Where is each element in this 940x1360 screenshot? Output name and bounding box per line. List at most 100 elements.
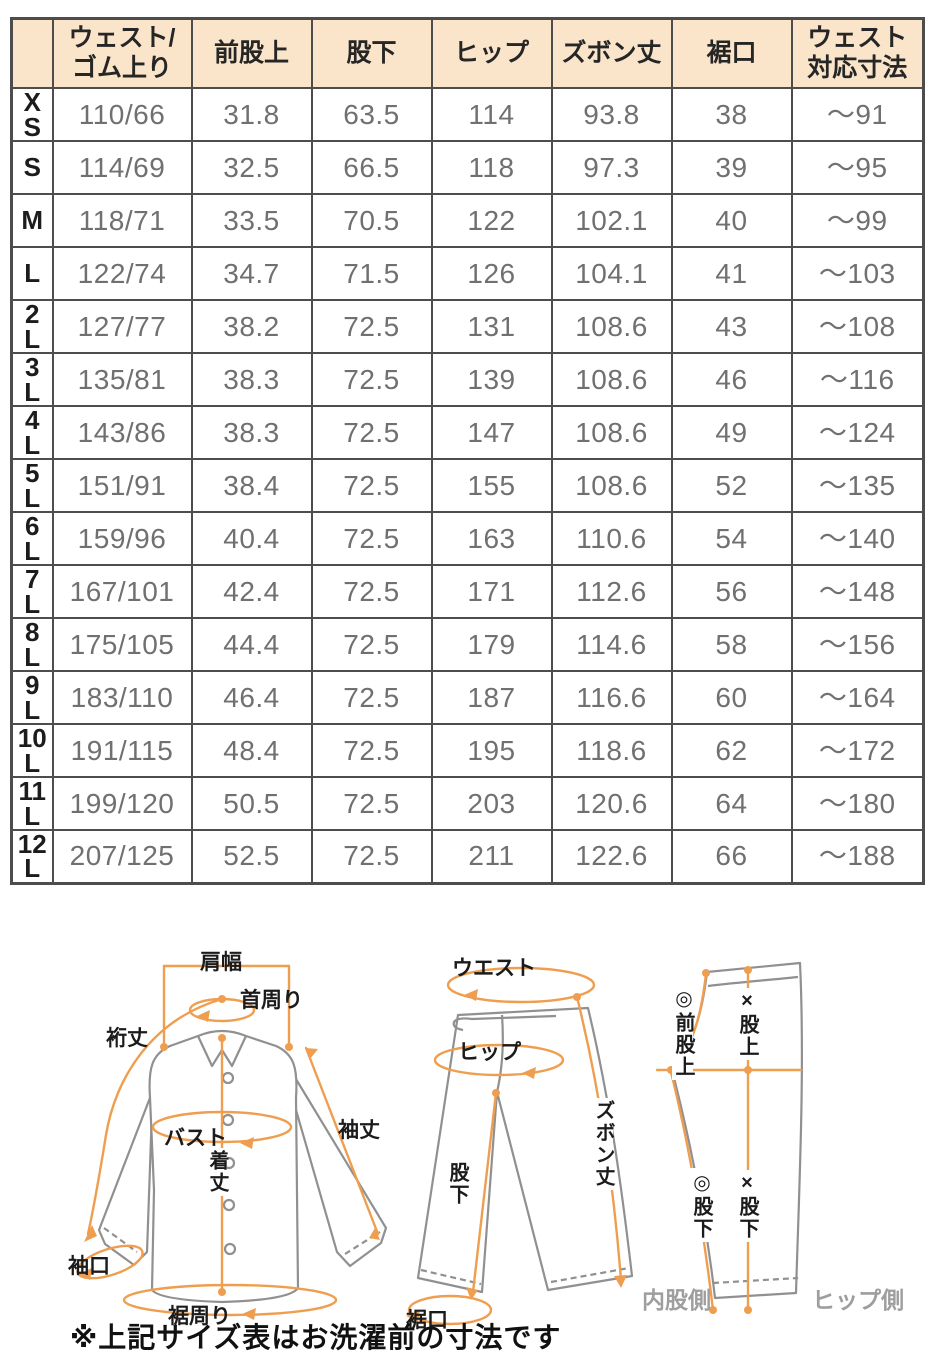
shirt-measure-lines xyxy=(76,964,380,1317)
table-row: 10 L 191/115 48.4 72.5 195 118.6 62 〜172 xyxy=(10,723,925,778)
measurement-cell: 110/66 xyxy=(51,87,193,142)
side-front-rise-label: ◎前股上 xyxy=(672,984,694,1080)
measurement-cell: 187 xyxy=(430,670,553,725)
measurement-cell: 108.6 xyxy=(550,352,673,407)
row-size-label: 3 L xyxy=(10,352,54,407)
measurement-cell: 118/71 xyxy=(51,193,193,248)
row-size-label: S xyxy=(10,140,54,195)
measurement-cell: 60 xyxy=(670,670,793,725)
measurement-cell: 33.5 xyxy=(190,193,313,248)
table-row: 2 L 127/77 38.2 72.5 131 108.6 43 〜108 xyxy=(10,299,925,354)
row-size-label: 5 L xyxy=(10,458,54,513)
measurement-cell: 163 xyxy=(430,511,553,566)
shirt-cuff-label: 袖口 xyxy=(68,1255,110,1278)
measurement-cell: 〜124 xyxy=(790,405,925,460)
measurement-cell: 38.4 xyxy=(190,458,313,513)
measurement-cell: 143/86 xyxy=(51,405,193,460)
measurement-cell: 〜91 xyxy=(790,87,925,142)
row-size-label: X S xyxy=(10,87,54,142)
measurement-cell: 72.5 xyxy=(310,511,433,566)
measurement-cell: 179 xyxy=(430,617,553,672)
shirt-bust-label: バスト xyxy=(164,1127,227,1150)
measurement-cell: 46 xyxy=(670,352,793,407)
shirt-length-label: 着丈 xyxy=(206,1148,228,1196)
measurement-cell: 32.5 xyxy=(190,140,313,195)
measurement-cell: 〜180 xyxy=(790,776,925,831)
measurement-cell: 114 xyxy=(430,87,553,142)
measurement-cell: 54 xyxy=(670,511,793,566)
measurement-cell: 72.5 xyxy=(310,352,433,407)
measurement-cell: 〜103 xyxy=(790,246,925,301)
measurement-cell: 52 xyxy=(670,458,793,513)
measurement-cell: 112.6 xyxy=(550,564,673,619)
measurement-cell: 31.8 xyxy=(190,87,313,142)
measurement-cell: 135/81 xyxy=(51,352,193,407)
measurement-cell: 102.1 xyxy=(550,193,673,248)
row-size-label: 10 L xyxy=(10,723,54,778)
measurement-cell: 108.6 xyxy=(550,299,673,354)
measurement-cell: 70.5 xyxy=(310,193,433,248)
measurement-cell: 72.5 xyxy=(310,723,433,778)
side-inseam-inner-label: ◎股下 xyxy=(690,1168,712,1242)
pants-hem-label: 裾口 xyxy=(406,1309,448,1332)
pants-front-outline-icon xyxy=(416,1006,634,1294)
measurement-cell: 97.3 xyxy=(550,140,673,195)
table-row: 6 L 159/96 40.4 72.5 163 110.6 54 〜140 xyxy=(10,511,925,566)
column-header: 前股上 xyxy=(190,17,313,89)
measurement-cell: 203 xyxy=(430,776,553,831)
measurement-cell: 72.5 xyxy=(310,564,433,619)
side-inseam-hip-label: ×股下 xyxy=(736,1170,758,1242)
measurement-cell: 108.6 xyxy=(550,458,673,513)
row-size-label: M xyxy=(10,193,54,248)
measurement-cell: 72.5 xyxy=(310,670,433,725)
measurement-cell: 151/91 xyxy=(51,458,193,513)
shirt-sleeve-label: 袖丈 xyxy=(338,1119,380,1142)
column-header: ウェスト/ ゴム上り xyxy=(51,17,193,89)
side-inner-side-label: 内股側 xyxy=(642,1287,711,1313)
row-size-label: 4 L xyxy=(10,405,54,460)
shirt-shoulder-width-label: 肩幅 xyxy=(200,951,242,974)
table-row: 11 L 199/120 50.5 72.5 203 120.6 64 〜180 xyxy=(10,776,925,831)
measurement-cell: 122 xyxy=(430,193,553,248)
measurement-cell: 122/74 xyxy=(51,246,193,301)
table-row: 8 L 175/105 44.4 72.5 179 114.6 58 〜156 xyxy=(10,617,925,672)
table-row: S 114/69 32.5 66.5 118 97.3 39 〜95 xyxy=(10,140,925,195)
measurement-cell: 〜108 xyxy=(790,299,925,354)
size-table-body: X S 110/66 31.8 63.5 114 93.8 38 〜91 S 114/69 32.5… xyxy=(10,87,925,884)
diagram-canvas xyxy=(76,961,804,1326)
measurement-cell: 131 xyxy=(430,299,553,354)
measurement-cell: 116.6 xyxy=(550,670,673,725)
measurement-cell: 211 xyxy=(430,829,553,884)
column-header: ヒップ xyxy=(430,17,553,89)
measurement-cell: 38 xyxy=(670,87,793,142)
measurement-cell: 195 xyxy=(430,723,553,778)
measurement-cell: 〜188 xyxy=(790,829,925,884)
table-row: 9 L 183/110 46.4 72.5 187 116.6 60 〜164 xyxy=(10,670,925,725)
column-header: 裾口 xyxy=(670,17,793,89)
measurement-cell: 40.4 xyxy=(190,511,313,566)
row-size-label: 9 L xyxy=(10,670,54,725)
column-header: ズボン丈 xyxy=(550,17,673,89)
column-header: 股下 xyxy=(310,17,433,89)
measurement-cell: 42.4 xyxy=(190,564,313,619)
measurement-cell: 〜95 xyxy=(790,140,925,195)
measurement-cell: 43 xyxy=(670,299,793,354)
measurement-cell: 〜99 xyxy=(790,193,925,248)
measurement-cell: 72.5 xyxy=(310,405,433,460)
measurement-cell: 50.5 xyxy=(190,776,313,831)
shirt-hem-label: 裾周り xyxy=(168,1305,231,1328)
size-table-head-row: ウェスト/ ゴム上り 前股上 股下 ヒップ ズボン丈 裾口 ウェスト 対応寸法 xyxy=(10,17,925,89)
row-size-label: L xyxy=(10,246,54,301)
measurement-cell: 104.1 xyxy=(550,246,673,301)
pants-hip-label: ヒップ xyxy=(458,1041,521,1064)
pants-length-label: ズボン丈 xyxy=(592,1098,614,1190)
shirt-outline-icon xyxy=(97,1029,388,1304)
pants-inseam-label: 股下 xyxy=(446,1160,468,1208)
row-size-label: 8 L xyxy=(10,617,54,672)
table-row: M 118/71 33.5 70.5 122 102.1 40 〜99 xyxy=(10,193,925,248)
measurement-diagrams: 肩幅 首周り 裄丈 袖丈 バスト 着丈 袖口 裾周り ウエスト ヒップ ズボン丈… xyxy=(0,940,940,1360)
measurement-cell: 〜140 xyxy=(790,511,925,566)
measurement-cell: 〜156 xyxy=(790,617,925,672)
measurement-cell: 199/120 xyxy=(51,776,193,831)
measurement-cell: 72.5 xyxy=(310,458,433,513)
